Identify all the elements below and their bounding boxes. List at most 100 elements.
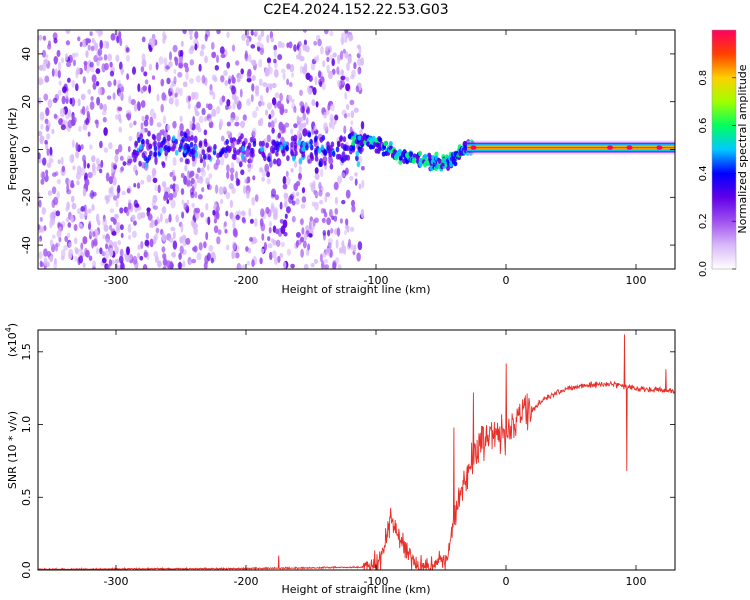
spectrogram-cell [38, 191, 41, 200]
spectrogram-cell [58, 226, 62, 233]
spectrogram-cell [234, 229, 238, 238]
spectrogram-cell [78, 125, 82, 132]
spectrogram-cell [358, 183, 362, 190]
spectrogram-cell [309, 144, 314, 151]
spectrogram-cell [41, 62, 47, 72]
spectrogram-cell [198, 142, 203, 148]
spectrogram-cell [38, 130, 43, 137]
spectrogram-cell [204, 141, 208, 148]
spectrogram-cell [300, 105, 305, 114]
spectrogram-cell [357, 135, 362, 141]
spectrogram-cell [350, 120, 354, 126]
spectrogram-cell [286, 248, 292, 256]
spectrogram-cell [240, 169, 245, 176]
spectrogram-cell [133, 182, 137, 188]
spectrogram-cell [126, 188, 131, 194]
spectrogram-cell [114, 245, 119, 255]
spectrogram-cell [74, 247, 79, 255]
spectrogram-cell [269, 251, 273, 261]
spectrogram-cell [322, 60, 326, 68]
spectrogram-cell [284, 201, 288, 208]
spectrogram-cell [155, 61, 159, 71]
spectrogram-cell [345, 103, 350, 111]
spectrogram-cell [225, 192, 231, 200]
spectrogram-cell [244, 177, 248, 184]
spectrogram-cell [79, 41, 83, 47]
spectrogram-cell [168, 213, 172, 223]
snr-y-tick-label: 0.0 [20, 561, 33, 579]
spectrogram-cell [290, 149, 294, 156]
spectrogram-cell [181, 211, 185, 219]
spectrogram-cell [204, 33, 208, 42]
spectrogram-cell [297, 41, 302, 47]
spectrogram-cell [108, 224, 113, 231]
spectrogram-cell [314, 217, 319, 224]
spectrogram-cell [181, 136, 185, 143]
spectrogram-cell [120, 166, 124, 172]
spectrogram-cell [277, 40, 283, 49]
spectrogram-cell [323, 208, 327, 214]
spectrogram-cell [61, 95, 66, 105]
spectrogram-cell [299, 236, 305, 243]
spectrogram-cell [127, 145, 131, 153]
spectrogram-cell [331, 151, 336, 157]
spectrogram-cell [301, 196, 307, 203]
spectrogram-x-tick-label: -100 [364, 274, 389, 287]
spectrogram-cell [161, 246, 166, 253]
spectrogram-cell [46, 132, 51, 140]
spectrogram-cell [76, 208, 82, 215]
spectrogram-cell [247, 68, 252, 74]
spectrogram-cell [232, 251, 236, 259]
spectrogram-cell [320, 144, 325, 151]
spectrogram-cell [208, 117, 213, 123]
spectrogram-cell [280, 241, 285, 248]
spectrogram-cell [112, 241, 118, 248]
spectrogram-cell [216, 105, 221, 114]
spectrogram-cell [222, 185, 227, 192]
spectrogram-cell [283, 231, 288, 237]
spectrogram-cell [322, 229, 327, 236]
spectrogram-cell [174, 183, 180, 193]
spectrogram-cell [290, 141, 294, 148]
spectrogram-cell [80, 144, 84, 150]
spectrogram-cell [58, 118, 63, 125]
spectrogram-cell [340, 69, 344, 76]
spectrogram-cell [60, 255, 65, 261]
spectrogram-cell [345, 189, 351, 199]
spectrogram-cell [239, 161, 243, 168]
spectrogram-cell [191, 203, 195, 208]
spectrogram-cell [246, 190, 250, 199]
spectrogram-cell [133, 220, 137, 226]
spectrogram-cell [118, 118, 123, 124]
spectrogram-cell [188, 47, 194, 55]
spectrogram-cell [199, 158, 203, 164]
spectrogram-cell [211, 108, 217, 117]
spectrogram-cell [293, 44, 297, 52]
snr-marks [38, 334, 675, 570]
spectrogram-cell [192, 116, 196, 124]
spectrogram-cell [88, 228, 94, 237]
spectrogram-cell [189, 59, 195, 66]
spectrogram-cell [83, 204, 87, 213]
spectrogram-cell [275, 239, 281, 247]
spectrogram-cell [172, 175, 177, 182]
spectrogram-cell [76, 180, 80, 186]
spectrogram-cell [109, 61, 113, 68]
spectrogram-cell [334, 208, 339, 215]
spectrogram-cell [357, 67, 361, 76]
spectrogram-cell [65, 30, 71, 34]
spectrogram-cell [136, 252, 141, 259]
spectrogram-cell [353, 61, 357, 70]
spectrogram-cell [42, 35, 47, 41]
spectrogram-cell [57, 61, 62, 71]
spectrogram-cell [328, 208, 333, 218]
snr-x-ticks: -300 -200 -100 0 100 [104, 330, 647, 588]
spectrogram-cell [313, 259, 319, 264]
spectrogram-cell [89, 31, 93, 37]
spectrogram-cell [135, 169, 139, 176]
spectrogram-cell [154, 219, 158, 226]
spectrogram-cell [190, 135, 194, 141]
spectrogram-cell [236, 77, 241, 83]
spectrogram-cell [70, 154, 75, 163]
spectrogram-cell [144, 114, 149, 121]
